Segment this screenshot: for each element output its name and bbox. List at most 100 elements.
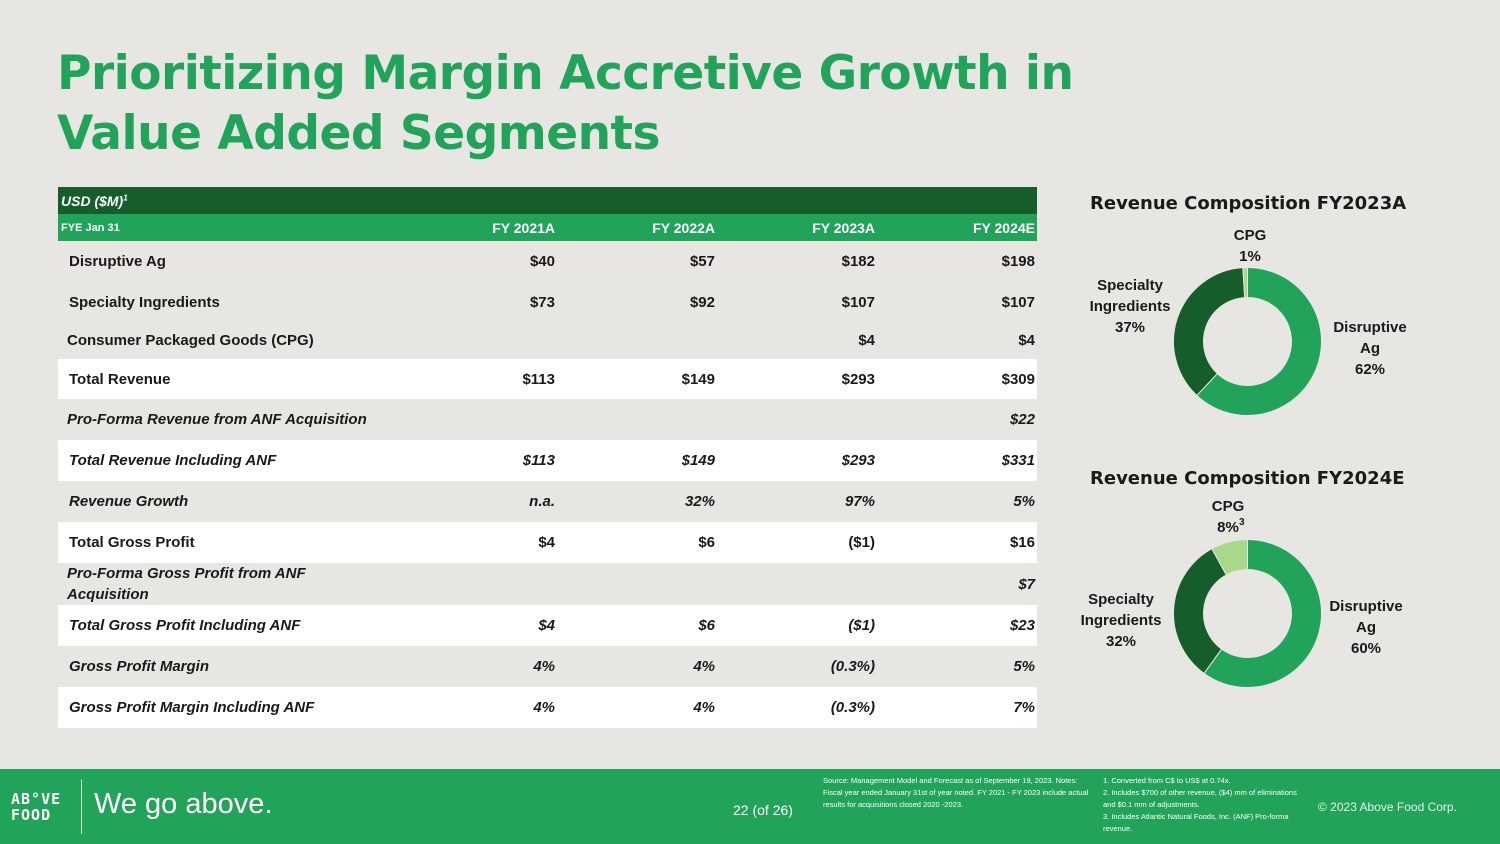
donut-chart-fy2024 xyxy=(1173,538,1322,688)
cell: $149 xyxy=(681,370,715,388)
logo-line-1: AB°VE xyxy=(11,790,62,808)
donut-slice-cpg xyxy=(1211,538,1248,576)
footnotes: 1. Converted from C$ to US$ at 0.74x. 2.… xyxy=(1103,775,1303,835)
cell: $309 xyxy=(1001,370,1035,388)
currency-label: USD ($M) xyxy=(61,193,124,209)
currency-header: USD ($M)1 xyxy=(58,187,1037,214)
footer-divider xyxy=(81,779,82,834)
copyright: © 2023 Above Food Corp. xyxy=(1318,800,1457,814)
cell: $107 xyxy=(841,293,875,311)
donut-slice-disruptive-ag xyxy=(1203,538,1322,688)
table-row: Total Gross Profit Including ANF $4 $6 (… xyxy=(58,605,1037,646)
cell: 32% xyxy=(684,493,715,510)
table-row: Total Revenue $113 $149 $293 $309 xyxy=(58,359,1037,399)
donut-chart-fy2023 xyxy=(1173,266,1322,416)
cell: 5% xyxy=(1013,658,1035,675)
cell: (0.3%) xyxy=(830,658,875,675)
table-row: Revenue Growth n.a. 32% 97% 5% xyxy=(58,481,1037,522)
cell: 4% xyxy=(533,658,555,675)
cell: 4% xyxy=(533,699,555,716)
chart-title: Revenue Composition FY2023A xyxy=(1090,193,1407,214)
chart-label-disruptive: Disruptive Ag 62% xyxy=(1325,317,1415,380)
chart-label-cpg: CPG 1% xyxy=(1222,225,1278,267)
cell: $4 xyxy=(538,534,555,551)
label-spec-2: Ingredients xyxy=(1089,298,1171,315)
cell: $331 xyxy=(1001,452,1035,469)
logo-line-2: FOOD xyxy=(11,806,52,824)
cell: $107 xyxy=(1001,293,1035,311)
row-label: Pro-Forma Gross Profit from ANF Acquisit… xyxy=(67,565,306,603)
table-row: Pro-Forma Revenue from ANF Acquisition $… xyxy=(58,399,1037,440)
cell: $293 xyxy=(841,452,875,469)
chart-label-disruptive: Disruptive Ag 60% xyxy=(1321,596,1411,659)
cell: $6 xyxy=(698,534,715,551)
cell: 7% xyxy=(1013,699,1035,716)
cell: ($1) xyxy=(848,617,875,634)
cell: $149 xyxy=(681,452,715,469)
cell: ($1) xyxy=(848,534,875,551)
label-dis-1: Disruptive xyxy=(1333,319,1407,336)
cell: $4 xyxy=(538,617,555,634)
cell: $73 xyxy=(529,293,555,311)
row-label: Gross Profit Margin Including ANF xyxy=(69,699,315,716)
cell: $57 xyxy=(689,253,715,270)
chart-title: Revenue Composition FY2024E xyxy=(1090,468,1405,489)
column-header: FY 2021A xyxy=(492,219,555,236)
donut-slice-specialty-ingredients xyxy=(1173,267,1246,397)
cell: $22 xyxy=(1009,411,1035,428)
column-header-row: FYE Jan 31 FY 2021A FY 2022A FY 2023A FY… xyxy=(58,214,1037,241)
label-dis-2: Ag xyxy=(1360,340,1380,357)
cell: $293 xyxy=(841,370,875,388)
column-header: FY 2024E xyxy=(972,219,1035,236)
cell: $4 xyxy=(858,332,875,349)
row-label: Gross Profit Margin xyxy=(69,658,210,675)
cell: $198 xyxy=(1001,253,1035,270)
tagline: We go above. xyxy=(94,788,273,820)
company-logo: AB°VE FOOD xyxy=(11,791,61,823)
label-cpg-pct: 1% xyxy=(1239,248,1261,265)
donut-slice-cpg xyxy=(1242,266,1248,299)
footer: AB°VE FOOD We go above. 22 (of 26) Source… xyxy=(0,769,1500,844)
cell: n.a. xyxy=(529,493,555,510)
footnote: 2. Includes $700 of other revenue, ($4) … xyxy=(1103,788,1297,809)
cell: $4 xyxy=(1018,332,1035,349)
label-spec-pct: 32% xyxy=(1105,633,1137,650)
label-dis-pct: 62% xyxy=(1354,361,1386,378)
cell: $113 xyxy=(522,452,555,469)
label-cpg: CPG xyxy=(1233,227,1267,244)
table-row: Gross Profit Margin 4% 4% (0.3%) 5% xyxy=(58,646,1037,687)
chart-label-cpg: CPG 8% xyxy=(1200,496,1256,538)
table-row: Consumer Packaged Goods (CPG) $4 $4 xyxy=(58,322,1037,359)
label-spec-1: Specialty xyxy=(1088,591,1154,608)
label-dis-2: Ag xyxy=(1356,619,1376,636)
row-label: Pro-Forma Revenue from ANF Acquisition xyxy=(67,411,367,428)
cell: (0.3%) xyxy=(830,699,875,716)
table-row: Pro-Forma Gross Profit from ANF Acquisit… xyxy=(58,563,1037,605)
page-number: 22 (of 26) xyxy=(733,802,793,818)
cell: 97% xyxy=(844,493,875,510)
row-label: Total Gross Profit Including ANF xyxy=(69,617,301,634)
row-label: Total Gross Profit xyxy=(69,534,195,551)
table-row: Specialty Ingredients $73 $92 $107 $107 xyxy=(58,282,1037,322)
page-title: Prioritizing Margin Accretive Growth in … xyxy=(57,46,1074,161)
cell: $113 xyxy=(522,370,555,388)
financial-table: USD ($M)1 FYE Jan 31 FY 2021A FY 2022A F… xyxy=(58,187,1037,728)
row-label: Specialty Ingredients xyxy=(69,293,220,311)
donut-slice-disruptive-ag xyxy=(1196,266,1322,416)
cell: $16 xyxy=(1009,534,1035,551)
footnote: 3. Includes Atlantic Natural Foods, Inc.… xyxy=(1103,812,1289,833)
cell: 4% xyxy=(693,699,715,716)
currency-footnote: 1 xyxy=(123,193,128,203)
table-row: Disruptive Ag $40 $57 $182 $198 xyxy=(58,241,1037,282)
table-row: Total Revenue Including ANF $113 $149 $2… xyxy=(58,440,1037,481)
cell: $7 xyxy=(1018,575,1035,593)
cell: $92 xyxy=(689,293,715,311)
label-cpg: CPG xyxy=(1211,498,1245,515)
label-dis-pct: 60% xyxy=(1350,640,1382,657)
label-dis-1: Disruptive xyxy=(1329,598,1403,615)
column-header: FY 2022A xyxy=(652,219,715,236)
cell: $23 xyxy=(1009,617,1035,634)
row-label: Revenue Growth xyxy=(69,493,189,510)
row-label: Consumer Packaged Goods (CPG) xyxy=(67,332,314,349)
column-header: FY 2023A xyxy=(812,219,875,236)
